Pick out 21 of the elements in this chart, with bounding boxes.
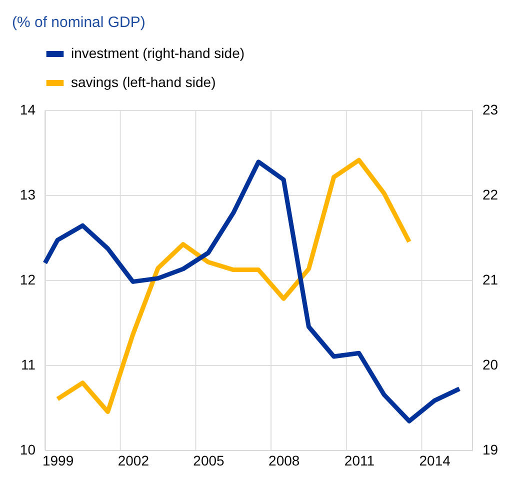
y-tick-label: 11 xyxy=(20,356,36,372)
x-tick-label: 2002 xyxy=(118,452,150,468)
x-tick-label: 1999 xyxy=(42,452,74,468)
y2-tick-label: 21 xyxy=(482,272,498,288)
y-tick-label: 10 xyxy=(20,442,36,458)
y-tick-label: 12 xyxy=(20,272,36,288)
legend-label: savings (left-hand side) xyxy=(71,74,216,90)
x-tick-label: 2005 xyxy=(193,452,225,468)
y2-tick-label: 22 xyxy=(482,186,498,202)
y2-tick-label: 23 xyxy=(482,102,498,118)
x-tick-label: 2008 xyxy=(268,452,300,468)
y-tick-label: 14 xyxy=(20,102,36,118)
line-series xyxy=(42,160,462,424)
chart-title: (% of nominal GDP) xyxy=(12,14,146,31)
y2-tick-label: 20 xyxy=(482,356,498,372)
legend-label: investment (right-hand side) xyxy=(71,45,245,61)
x-tick-label: 2014 xyxy=(419,452,451,468)
line-series xyxy=(55,158,412,414)
y-tick-label: 13 xyxy=(20,186,36,202)
x-tick-label: 2011 xyxy=(344,452,375,468)
y2-tick-label: 19 xyxy=(482,442,498,458)
